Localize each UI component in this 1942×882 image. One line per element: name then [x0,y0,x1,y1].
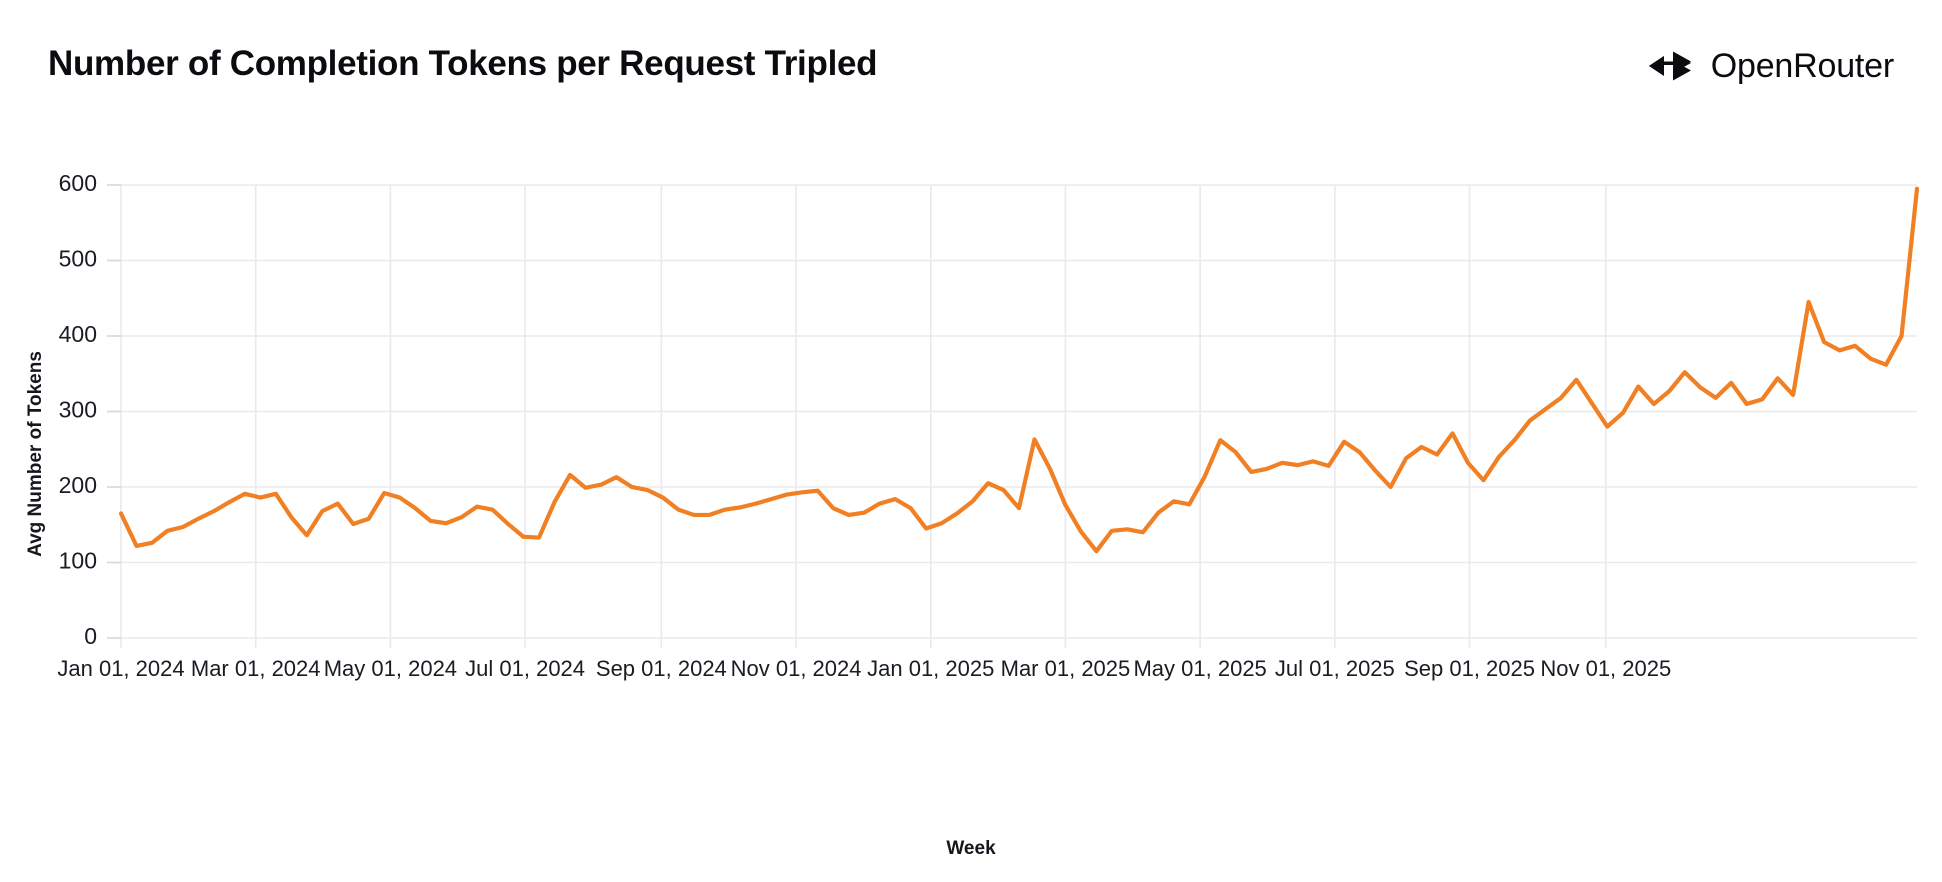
x-axis-title: Week [946,838,996,859]
series-layer [118,186,1920,554]
brand-name: OpenRouter [1710,46,1894,85]
x-tick-label: Jul 01, 2024 [465,656,585,681]
x-tick-label: Jan 01, 2024 [57,656,184,681]
y-tick-label: 300 [59,397,97,423]
x-tick-label: Sep 01, 2024 [596,656,727,681]
x-tick-label: Jul 01, 2025 [1275,656,1395,681]
line-chart-canvas: 600 500 400 300 200 100 0 Jan 01, 2024 Mar 01, … [57,170,1920,681]
y-tick-label: 400 [59,321,97,347]
page-title: Number of Completion Tokens per Request … [48,44,878,83]
x-tick-label: Sep 01, 2025 [1404,656,1535,681]
data-series-line [118,186,1920,554]
x-tick-label: May 01, 2025 [1133,656,1266,681]
y-axis-ticks: 600 500 400 300 200 100 0 [59,170,121,649]
y-tick-label: 200 [59,472,97,498]
x-tick-label: Nov 01, 2024 [731,656,862,681]
y-tick-label: 600 [59,170,97,196]
x-tick-label: Nov 01, 2025 [1540,656,1671,681]
y-tick-label: 0 [84,623,97,649]
x-tick-label: Mar 01, 2024 [191,656,321,681]
x-tick-label: May 01, 2024 [324,656,457,681]
x-tick-label: Mar 01, 2025 [1001,656,1131,681]
grid-layer [120,184,1917,648]
y-tick-label: 100 [59,548,97,574]
chart-plot-area: Avg Number of Tokens 600 500 400 300 200 100 0… [0,118,1942,882]
brand: OpenRouter [1647,44,1894,88]
x-tick-label: Jan 01, 2025 [867,656,994,681]
y-tick-label: 500 [59,246,97,272]
x-axis-ticks: Jan 01, 2024 Mar 01, 2024 May 01, 2024 Jul … [57,656,1671,681]
openrouter-logo-icon [1648,51,1691,81]
chart-header: Number of Completion Tokens per Request … [0,0,1942,118]
